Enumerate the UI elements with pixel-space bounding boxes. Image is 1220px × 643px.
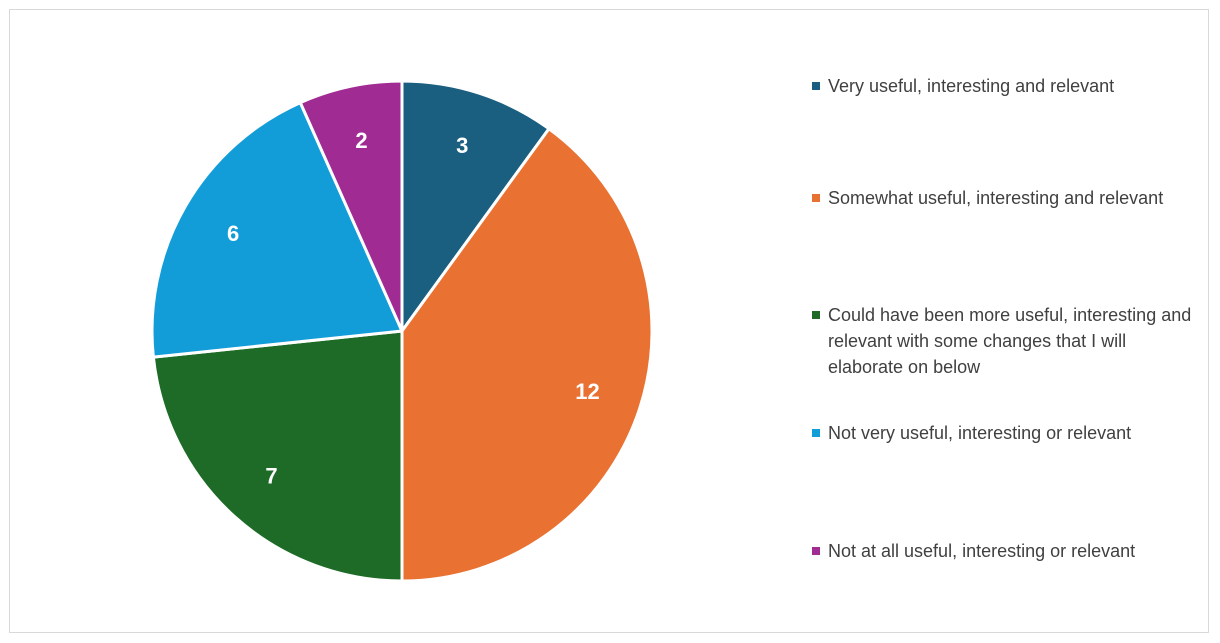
legend-item-could-be-more-useful: Could have been more useful, interesting…	[812, 302, 1202, 380]
legend-label: Could have been more useful, interesting…	[828, 305, 1192, 377]
legend-swatch	[812, 82, 820, 90]
data-label-not-very-useful-interesting-or-relevant: 6	[227, 221, 239, 246]
legend-item-not-very-useful: Not very useful, interesting or relevant	[812, 420, 1202, 446]
legend: Very useful, interesting and relevant So…	[812, 10, 1212, 634]
legend-label: Not at all useful, interesting or releva…	[828, 541, 1136, 561]
legend-item-not-at-all-useful: Not at all useful, interesting or releva…	[812, 538, 1202, 564]
legend-swatch	[812, 194, 820, 202]
data-label-could-have-been-more-useful-interesting-: 7	[265, 463, 277, 488]
pie-chart: 3 12 7 6 2	[150, 79, 654, 583]
chart-area: 3 12 7 6 2 Very useful, interesting and rele…	[9, 9, 1209, 633]
legend-swatch	[812, 311, 820, 319]
legend-swatch	[812, 429, 820, 437]
legend-label: Not very useful, interesting or relevant	[828, 423, 1132, 443]
legend-swatch	[812, 547, 820, 555]
data-label-very-useful-interesting-and-relevant: 3	[456, 133, 468, 158]
legend-label: Somewhat useful, interesting and relevan…	[828, 188, 1164, 208]
legend-item-very-useful: Very useful, interesting and relevant	[812, 73, 1202, 99]
pie-slice-not-very-useful-interesting-or-relevant	[150, 101, 404, 359]
pie-slice-very-useful-interesting-and-relevant	[400, 79, 551, 333]
data-label-not-at-all-useful-interesting-or-relevan: 2	[355, 128, 367, 153]
pie-slice-not-at-all-useful-interesting-or-relevan	[298, 79, 404, 333]
pie-slice-could-have-been-more-useful-interesting-	[151, 329, 404, 583]
legend-label: Very useful, interesting and relevant	[828, 76, 1115, 96]
data-label-somewhat-useful-interesting-and-relevant: 12	[575, 379, 599, 404]
pie-slice-somewhat-useful-interesting-and-relevant	[400, 127, 654, 583]
legend-item-somewhat-useful: Somewhat useful, interesting and relevan…	[812, 185, 1202, 211]
